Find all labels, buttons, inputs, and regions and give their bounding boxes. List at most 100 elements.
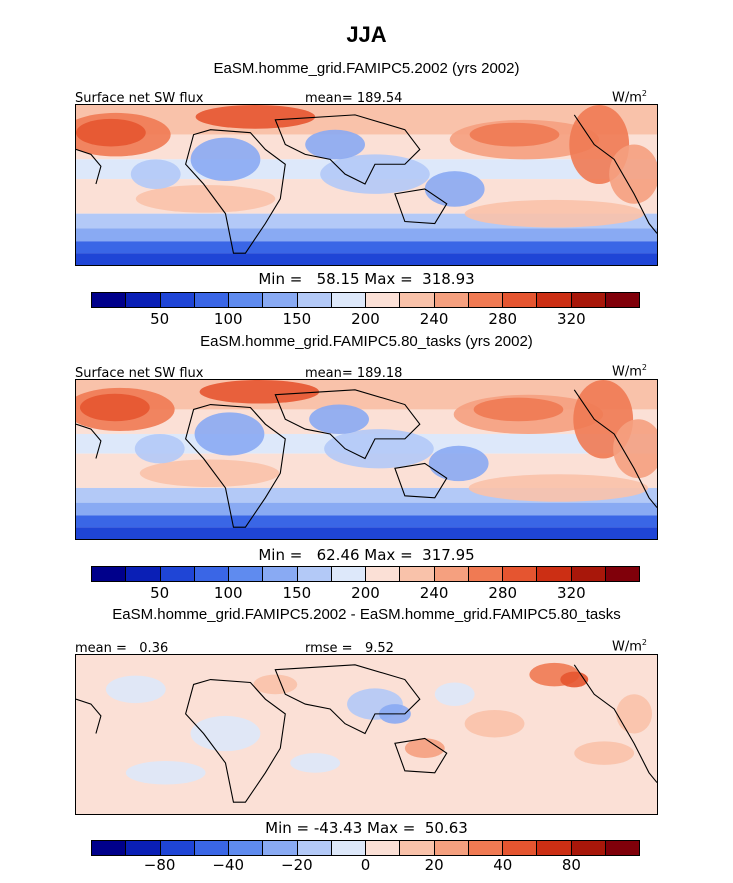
panel-2-variable-label: Surface net SW flux: [75, 366, 204, 381]
colorbar-swatch-8: [366, 567, 401, 581]
map-band: [76, 502, 657, 516]
figure-title: JJA: [346, 22, 387, 47]
colorbar-swatch-6: [297, 293, 332, 307]
map-contour: [253, 674, 298, 695]
coastline: [573, 114, 657, 234]
panel-2-colorbar: [91, 566, 640, 582]
colorbar-tick-label: 100: [213, 584, 243, 602]
colorbar-swatch-13: [537, 293, 572, 307]
colorbar-swatch-3: [194, 567, 229, 581]
colorbar-tick-label: −40: [212, 856, 245, 874]
map-contour: [199, 380, 320, 404]
panel-2-minmax: Min = 62.46 Max = 317.95: [258, 546, 475, 564]
coastline: [274, 664, 421, 735]
colorbar-swatch-2: [160, 567, 195, 581]
coastline: [185, 403, 286, 528]
panel-2-mean-label: mean= 189.18: [305, 366, 403, 381]
colorbar-swatch-4: [229, 567, 264, 581]
colorbar-swatch-10: [434, 841, 469, 855]
colorbar-swatch-7: [331, 567, 366, 581]
colorbar-swatch-14: [571, 567, 606, 581]
colorbar-swatch-9: [400, 567, 435, 581]
colorbar-swatch-4: [229, 293, 264, 307]
map-band: [76, 527, 657, 539]
map-contour: [473, 397, 564, 422]
colorbar-swatch-14: [571, 293, 606, 307]
map-contour: [428, 445, 489, 482]
colorbar-swatch-11: [468, 567, 503, 581]
colorbar-swatch-12: [503, 841, 538, 855]
colorbar-swatch-13: [537, 841, 572, 855]
colorbar-swatch-9: [400, 841, 435, 855]
panel-1-minmax: Min = 58.15 Max = 318.93: [258, 270, 475, 288]
coastline: [394, 188, 448, 225]
colorbar-tick-label: 50: [150, 584, 170, 602]
map-contour: [195, 105, 316, 129]
colorbar-tick-label: −80: [143, 856, 176, 874]
colorbar-swatch-2: [160, 293, 195, 307]
map-contour: [574, 741, 635, 765]
colorbar-swatch-10: [434, 293, 469, 307]
colorbar-swatch-3: [194, 293, 229, 307]
colorbar-swatch-4: [229, 841, 264, 855]
map-contour: [190, 715, 261, 752]
map-contour: [134, 433, 185, 464]
colorbar-swatch-12: [503, 293, 538, 307]
colorbar-tick-label: 280: [488, 584, 518, 602]
colorbar-tick-label: 20: [424, 856, 444, 874]
map-contour: [76, 118, 146, 147]
map-contour: [404, 738, 445, 759]
coastline: [573, 664, 657, 783]
colorbar-tick-label: 320: [557, 310, 586, 328]
colorbar-swatch-7: [331, 293, 366, 307]
panel-2-title: EaSM.homme_grid.FAMIPC5.80_tasks (yrs 20…: [200, 333, 533, 350]
panel-3-rmse-label: rmse = 9.52: [305, 641, 394, 656]
colorbar-swatch-14: [571, 841, 606, 855]
coastline: [76, 698, 102, 734]
panel-1-map: [75, 104, 658, 266]
map-contour: [79, 393, 150, 422]
colorbar-swatch-3: [194, 841, 229, 855]
colorbar-tick-label: 40: [493, 856, 513, 874]
colorbar-tick-label: 200: [351, 310, 380, 328]
map-contour: [616, 694, 653, 734]
colorbar-swatch-5: [263, 841, 298, 855]
colorbar-swatch-5: [263, 567, 298, 581]
map-band: [76, 241, 657, 254]
map-contour: [139, 459, 280, 487]
panel-3-minmax: Min = -43.43 Max = 50.63: [265, 819, 468, 837]
colorbar-tick-label: 280: [488, 310, 518, 328]
colorbar-swatch-6: [297, 567, 332, 581]
panel-3-units-label: W/m2: [612, 638, 647, 655]
coastline: [573, 389, 657, 508]
colorbar-swatch-1: [126, 567, 161, 581]
map-contour: [609, 144, 657, 204]
panel-3-mean-label: mean = 0.36: [75, 641, 169, 656]
map-contour: [125, 761, 206, 785]
colorbar-tick-label: 0: [360, 856, 371, 874]
colorbar-swatch-8: [366, 293, 401, 307]
map-contour: [324, 429, 434, 469]
coastline: [185, 129, 286, 254]
colorbar-tick-label: 320: [557, 584, 586, 602]
colorbar-tick-label: 150: [282, 584, 312, 602]
map-contour: [130, 159, 181, 189]
map-contour: [290, 753, 341, 773]
panel-3-map-field: [76, 655, 657, 814]
coastline: [394, 737, 448, 774]
coastline: [274, 389, 421, 460]
map-contour: [468, 474, 649, 502]
map-contour: [469, 122, 560, 147]
panel-3-title: EaSM.homme_grid.FAMIPC5.2002 - EaSM.homm…: [112, 606, 621, 623]
panel-1-map-field: [76, 105, 657, 265]
colorbar-swatch-7: [331, 841, 366, 855]
colorbar-swatch-15: [605, 841, 639, 855]
map-contour: [105, 675, 166, 704]
colorbar-swatch-1: [126, 841, 161, 855]
colorbar-swatch-5: [263, 293, 298, 307]
colorbar-swatch-0: [92, 293, 127, 307]
panel-3-colorbar: [91, 840, 640, 856]
panel-1-colorbar: [91, 292, 640, 308]
map-contour: [424, 171, 485, 207]
coastline: [274, 114, 421, 185]
